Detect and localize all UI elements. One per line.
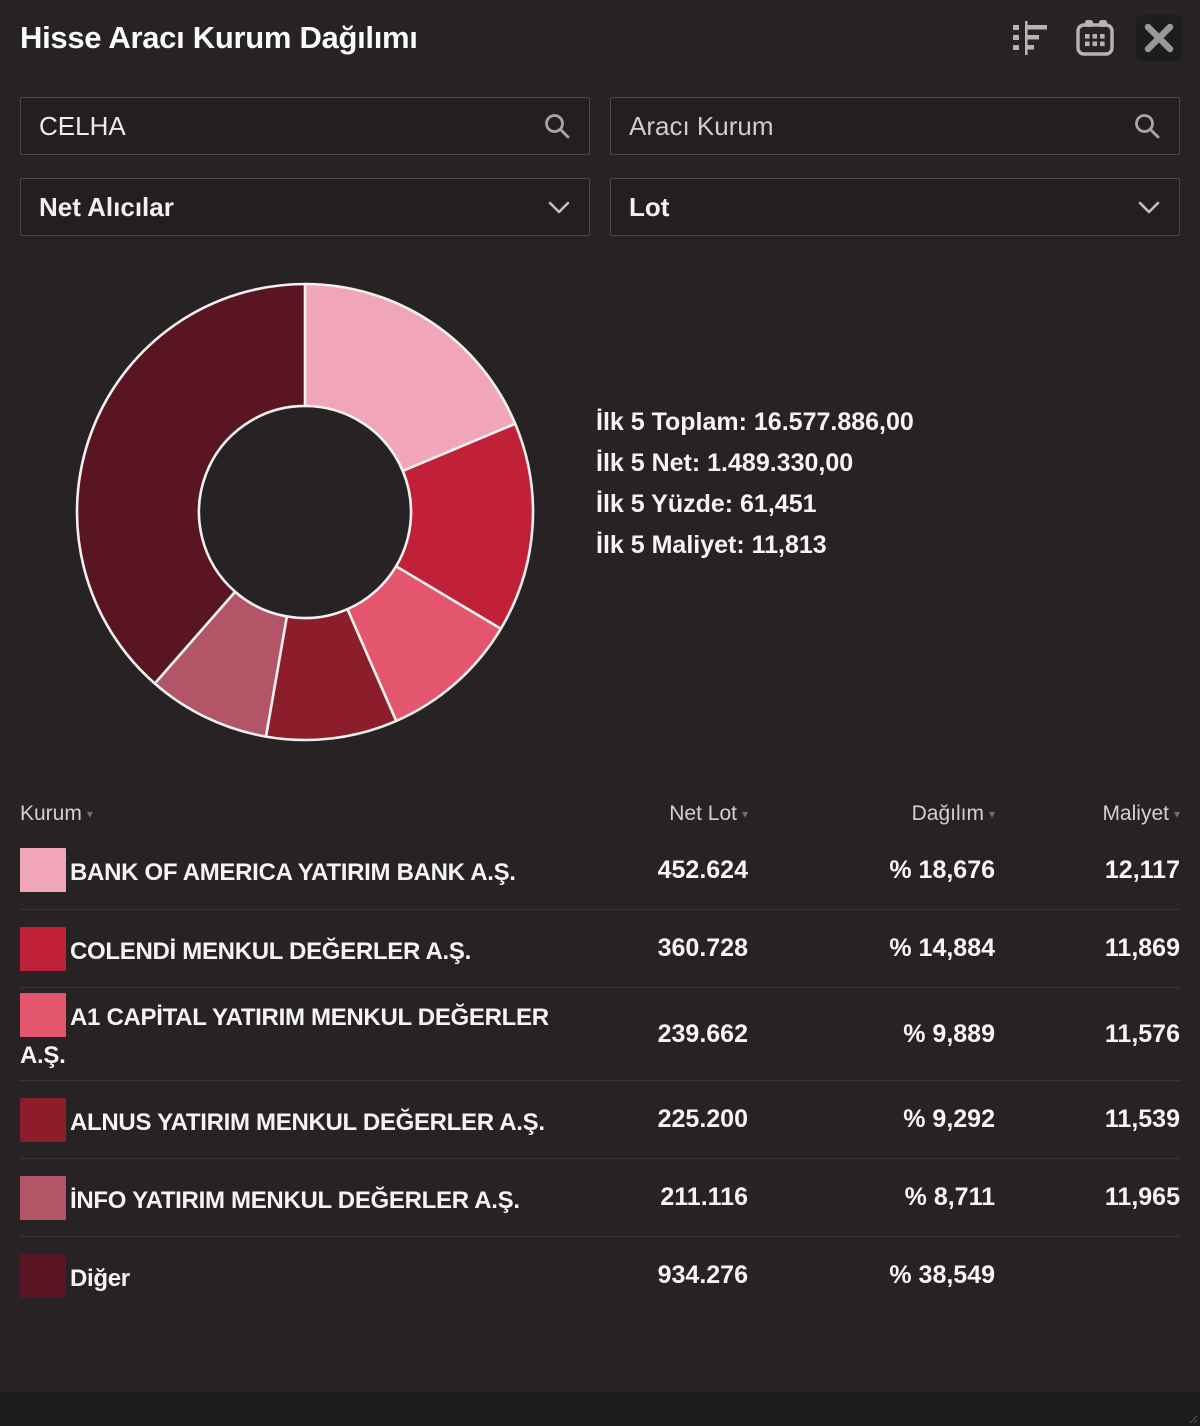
chevron-down-icon [1138, 201, 1160, 213]
dagilim-value: % 9,292 [903, 1105, 995, 1133]
table-header-row: Kurum ▾ Net Lot ▾ Dağılım ▾ Maliyet ▾ [20, 797, 1180, 831]
broker-name: Diğer [70, 1264, 130, 1292]
calendar-button[interactable] [1070, 13, 1120, 63]
top5-summary-block: İlk 5 Toplam: 16.577.886,00 İlk 5 Net: 1.… [596, 402, 914, 566]
close-button[interactable] [1136, 15, 1182, 61]
row-color-swatch [20, 1175, 66, 1220]
page-title: Hisse Aracı Kurum Dağılımı [20, 20, 418, 55]
bar-filter-icon [1013, 21, 1047, 55]
summary-value: 61,451 [740, 490, 817, 518]
column-header-maliyet[interactable]: Maliyet ▾ [995, 802, 1180, 826]
symbol-search-field [20, 97, 590, 155]
maliyet-value: 11,965 [1104, 1183, 1180, 1211]
column-header-net-lot[interactable]: Net Lot ▾ [560, 802, 748, 826]
broker-search-field [610, 97, 1180, 155]
broker-table: Kurum ▾ Net Lot ▾ Dağılım ▾ Maliyet ▾ BANK OF A… [20, 797, 1180, 1314]
filter-bar: Net Alıcılar Lot [20, 97, 1180, 236]
broker-name-cell: Diğer [20, 1253, 560, 1298]
header-icon-group [1006, 13, 1182, 63]
broker-name: A1 CAPİTAL YATIRIM MENKUL DEĞERLER A.Ş. [20, 1004, 549, 1069]
search-icon [545, 114, 570, 139]
table-row[interactable]: ALNUS YATIRIM MENKUL DEĞERLER A.Ş. 225.20… [20, 1080, 1180, 1158]
column-settings-button[interactable] [1006, 14, 1054, 62]
summary-line: İlk 5 Maliyet: 11,813 [596, 525, 914, 566]
row-color-swatch [20, 1097, 66, 1142]
column-header-kurum[interactable]: Kurum ▾ [20, 802, 560, 826]
column-header-label: Net Lot [669, 802, 737, 825]
sort-arrow-icon: ▾ [1173, 807, 1180, 821]
maliyet-value: 11,576 [1104, 1019, 1180, 1048]
dagilim-value: % 38,549 [889, 1261, 995, 1289]
broker-name-cell: BANK OF AMERICA YATIRIM BANK A.Ş. [20, 848, 560, 892]
dagilim-value: % 14,884 [889, 934, 995, 962]
summary-line: İlk 5 Net: 1.489.330,00 [596, 443, 914, 484]
donut-segment[interactable] [75, 282, 307, 685]
row-color-swatch [20, 1253, 66, 1298]
broker-name-cell: ALNUS YATIRIM MENKUL DEĞERLER A.Ş. [20, 1097, 560, 1142]
side-select-value: Net Alıcılar [39, 191, 174, 222]
row-color-swatch [20, 993, 66, 1037]
sort-arrow-icon: ▾ [86, 807, 93, 821]
broker-name: İNFO YATIRIM MENKUL DEĞERLER A.Ş. [70, 1186, 520, 1214]
panel-header: Hisse Aracı Kurum Dağılımı [20, 10, 1182, 66]
sort-arrow-icon: ▾ [988, 807, 995, 821]
summary-label: İlk 5 Yüzde: [596, 490, 741, 518]
table-row[interactable]: Diğer 934.276 % 38,549 [20, 1236, 1180, 1314]
summary-line: İlk 5 Yüzde: 61,451 [596, 484, 914, 525]
dagilim-value: % 8,711 [904, 1183, 995, 1211]
table-row[interactable]: A1 CAPİTAL YATIRIM MENKUL DEĞERLER A.Ş. 2… [20, 987, 1180, 1080]
donut-chart-container [70, 277, 540, 747]
net-lot-value: 360.728 [657, 934, 748, 962]
close-icon [1144, 23, 1174, 53]
sort-arrow-icon: ▾ [741, 807, 748, 821]
table-row[interactable]: COLENDİ MENKUL DEĞERLER A.Ş. 360.728 % 14,… [20, 909, 1180, 987]
dagilim-value: % 18,676 [889, 855, 995, 884]
chevron-down-icon [548, 201, 570, 213]
donut-segment[interactable] [394, 422, 535, 631]
column-header-label: Maliyet [1102, 802, 1169, 825]
row-color-swatch [20, 848, 66, 892]
broker-name: BANK OF AMERICA YATIRIM BANK A.Ş. [70, 859, 516, 886]
net-lot-value: 239.662 [657, 1019, 748, 1048]
net-lot-value: 452.624 [657, 855, 748, 884]
summary-label: İlk 5 Maliyet: [596, 531, 752, 559]
net-lot-value: 934.276 [657, 1261, 748, 1289]
column-header-label: Kurum [20, 802, 82, 825]
side-select[interactable]: Net Alıcılar [20, 178, 590, 236]
broker-name-cell: A1 CAPİTAL YATIRIM MENKUL DEĞERLER A.Ş. [20, 993, 560, 1075]
net-lot-value: 225.200 [657, 1105, 748, 1133]
net-lot-value: 211.116 [660, 1183, 748, 1211]
summary-value: 1.489.330,00 [707, 449, 854, 477]
broker-name: COLENDİ MENKUL DEĞERLER A.Ş. [70, 937, 471, 965]
summary-value: 16.577.886,00 [753, 408, 914, 436]
resize-handle-icon[interactable] [1186, 1412, 1198, 1424]
broker-name-cell: İNFO YATIRIM MENKUL DEĞERLER A.Ş. [20, 1175, 560, 1220]
search-icon [1135, 114, 1160, 139]
unit-select-value: Lot [629, 191, 670, 222]
summary-label: İlk 5 Toplam: [596, 408, 754, 436]
broker-name-cell: COLENDİ MENKUL DEĞERLER A.Ş. [20, 926, 560, 971]
table-row[interactable]: BANK OF AMERICA YATIRIM BANK A.Ş. 452.624… [20, 831, 1180, 909]
unit-select[interactable]: Lot [610, 178, 1180, 236]
dagilim-value: % 9,889 [903, 1019, 995, 1048]
donut-segment[interactable] [303, 282, 517, 473]
table-body: BANK OF AMERICA YATIRIM BANK A.Ş. 452.624… [20, 831, 1180, 1314]
summary-label: İlk 5 Net: [596, 449, 708, 477]
broker-name: ALNUS YATIRIM MENKUL DEĞERLER A.Ş. [70, 1108, 545, 1136]
table-row[interactable]: İNFO YATIRIM MENKUL DEĞERLER A.Ş. 211.116… [20, 1158, 1180, 1236]
symbol-search-input[interactable] [39, 110, 543, 142]
calendar-icon [1076, 20, 1114, 56]
summary-line: İlk 5 Toplam: 16.577.886,00 [596, 402, 914, 443]
column-header-label: Dağılım [911, 802, 984, 825]
row-color-swatch [20, 926, 66, 971]
summary-value: 11,813 [751, 531, 827, 559]
maliyet-value: 12,117 [1104, 855, 1180, 884]
maliyet-value: 11,869 [1104, 934, 1180, 962]
broker-search-input[interactable] [629, 110, 1133, 142]
maliyet-value: 11,539 [1104, 1105, 1180, 1133]
column-header-dagilim[interactable]: Dağılım ▾ [748, 802, 995, 826]
donut-chart [75, 282, 535, 742]
footer-strip [0, 1392, 1200, 1426]
